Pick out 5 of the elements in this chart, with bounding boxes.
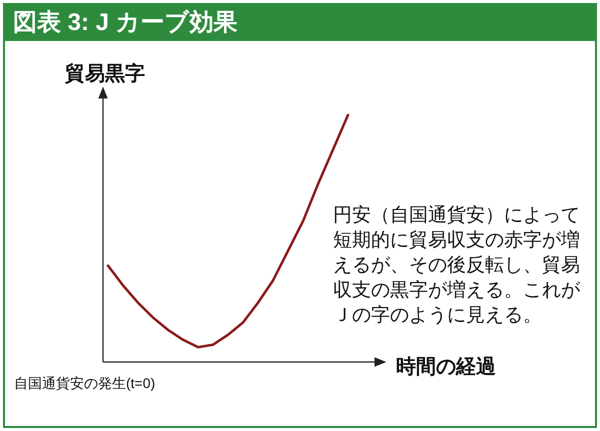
y-axis-title: 貿易黒字 xyxy=(64,62,145,85)
x-axis-title: 時間の経過 xyxy=(396,356,496,378)
annotation: 円安（自国通貨安）によって短期的に貿易収支の赤字が増えるが、その後反転し、貿易収支の黒字が増える。これがＪの字のように見える。 xyxy=(333,204,582,328)
chart-title: 図表 3: J カーブ効果 xyxy=(5,5,595,41)
text: 自国通貨安の発生(t=0) xyxy=(14,375,156,393)
